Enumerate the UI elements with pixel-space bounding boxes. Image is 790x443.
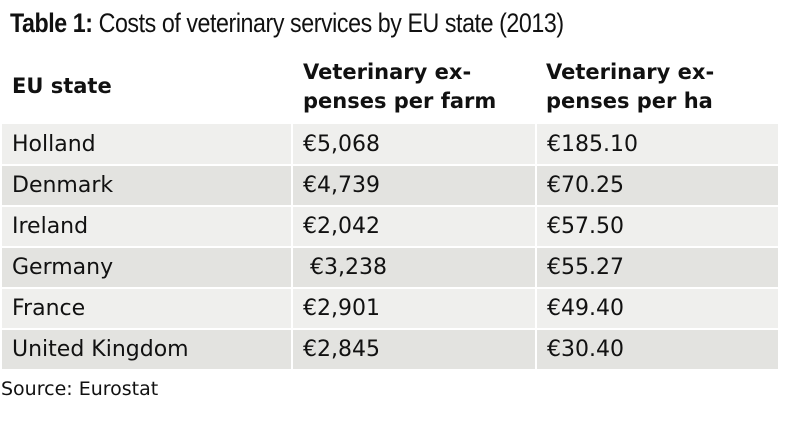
cell-per-ha: €55.27 (536, 247, 778, 289)
header-expenses-per-ha: Veterinary ex- penses per ha (546, 58, 776, 116)
cell-per-ha: €57.50 (536, 206, 778, 248)
table-row: Germany €3,238 €55.27 (2, 247, 778, 289)
costs-table: Holland €5,068 €185.10 Denmark €4,739 €7… (2, 124, 778, 371)
cell-per-ha: €49.40 (536, 288, 778, 330)
cell-state: Germany (2, 247, 293, 289)
cell-per-farm: €3,238 (292, 247, 537, 289)
cell-state: Ireland (2, 206, 293, 248)
table-row: Ireland €2,042 €57.50 (2, 206, 778, 248)
table-title: Table 1: Costs of veterinary services by… (10, 8, 564, 39)
cell-state: Denmark (2, 165, 293, 207)
cell-per-farm: €2,845 (292, 329, 537, 371)
cell-per-ha: €185.10 (536, 124, 778, 166)
cell-per-farm: €2,901 (292, 288, 537, 330)
cell-per-ha: €70.25 (536, 165, 778, 207)
source-note: Source: Eurostat (1, 378, 159, 400)
table-row: France €2,901 €49.40 (2, 288, 778, 330)
header-line: penses per ha (546, 89, 713, 113)
header-expenses-per-farm: Veterinary ex- penses per farm (303, 58, 533, 116)
header-line: Veterinary ex- (303, 60, 472, 84)
cell-per-farm: €5,068 (292, 124, 537, 166)
cell-per-farm: €2,042 (292, 206, 537, 248)
table-caption: Costs of veterinary services by EU state… (92, 8, 564, 38)
table-row: Holland €5,068 €185.10 (2, 124, 778, 166)
cell-per-ha: €30.40 (536, 329, 778, 371)
table-row: Denmark €4,739 €70.25 (2, 165, 778, 207)
header-line: penses per farm (303, 89, 497, 113)
header-line: Veterinary ex- (546, 60, 715, 84)
table-row: United Kingdom €2,845 €30.40 (2, 329, 778, 371)
table-number: Table 1: (10, 8, 93, 38)
header-eu-state: EU state (12, 74, 112, 98)
cell-state: Holland (2, 124, 293, 166)
cell-state: United Kingdom (2, 329, 293, 371)
cell-state: France (2, 288, 293, 330)
cell-per-farm: €4,739 (292, 165, 537, 207)
